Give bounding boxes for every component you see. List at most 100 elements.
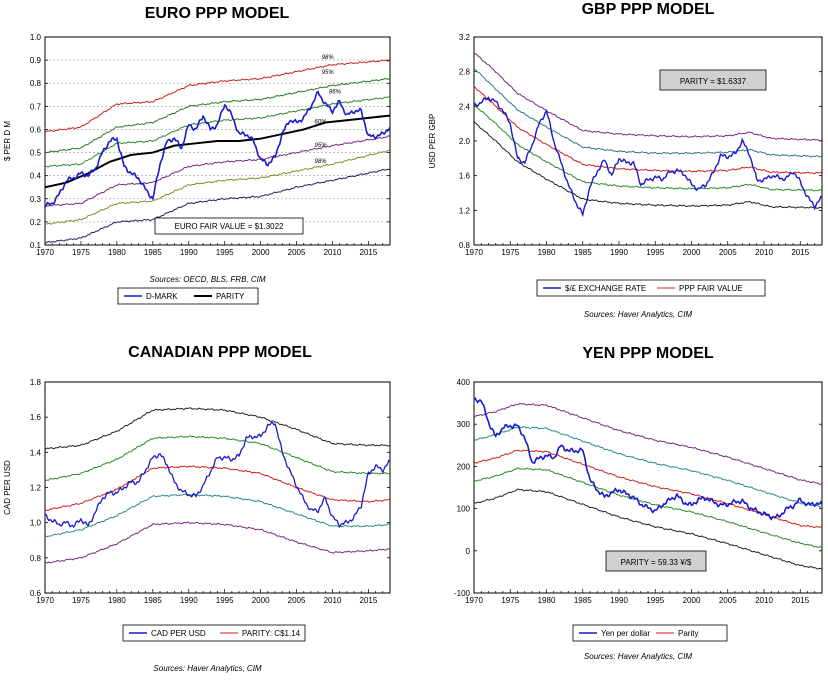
chart-title: GBP PPP MODEL <box>582 1 715 18</box>
x-tick-label: 1970 <box>36 248 54 257</box>
annotation-box <box>154 217 304 235</box>
y-tick-label: 0.8 <box>30 79 42 88</box>
chart-title: EURO PPP MODEL <box>145 5 290 22</box>
band-line <box>45 465 390 512</box>
x-tick-label: 1985 <box>574 596 592 605</box>
x-tick-label: 1990 <box>180 248 198 257</box>
x-tick-label: 1995 <box>646 248 664 257</box>
x-tick-label: 1985 <box>574 248 592 257</box>
band-line <box>474 52 822 142</box>
x-tick-label: 2010 <box>324 596 342 605</box>
x-tick-label: 2000 <box>683 248 701 257</box>
x-tick-label: 1975 <box>501 596 519 605</box>
band-line <box>45 77 390 154</box>
band-line <box>45 149 390 225</box>
band-percentile-label: 60% <box>315 120 328 126</box>
y-tick-label: 0.8 <box>30 554 42 563</box>
plot-lines <box>474 397 822 570</box>
y-tick-label: 2.4 <box>459 102 471 111</box>
x-tick-label: 2005 <box>288 596 306 605</box>
band-percentile-label: 98% <box>322 55 335 61</box>
y-tick-label: 0.4 <box>30 172 42 181</box>
x-tick-label: 1995 <box>646 596 664 605</box>
x-tick-label: 2015 <box>791 248 809 257</box>
plot-lines <box>45 59 390 244</box>
x-tick-label: 1980 <box>538 248 556 257</box>
y-tick-label: 0.3 <box>30 195 42 204</box>
chart-title: YEN PPP MODEL <box>582 345 714 362</box>
legend-box <box>117 287 259 305</box>
y-tick-label: 300 <box>457 420 471 429</box>
band-percentile-label: 86% <box>329 90 342 96</box>
y-tick-label: 0.7 <box>30 102 42 111</box>
annotation-box <box>659 69 767 91</box>
x-tick-label: 1970 <box>36 596 54 605</box>
band-percentile-label: 95% <box>322 70 335 76</box>
x-tick-label: 2000 <box>683 596 701 605</box>
legend-label: PARITY: C$1.14 <box>242 629 301 638</box>
y-tick-label: 1.0 <box>30 33 42 42</box>
band-line <box>474 488 822 570</box>
source-note: Sources: Haver Analytics, CIM <box>153 664 262 673</box>
band-line <box>45 168 390 244</box>
x-tick-label: 2000 <box>252 596 270 605</box>
legend-label: Parity <box>678 629 698 638</box>
band-line <box>474 426 822 508</box>
y-tick-label: 1.4 <box>30 448 42 457</box>
source-note: Sources: OECD, BLS, FRB, CIM <box>149 275 265 284</box>
x-tick-label: 1990 <box>610 596 628 605</box>
legend-label: $/£ EXCHANGE RATE <box>565 284 646 293</box>
y-tick-label: 0.9 <box>30 56 42 65</box>
y-tick-label: 0.2 <box>30 218 42 227</box>
x-tick-label: 1980 <box>108 596 126 605</box>
y-axis-label: $ PER D M <box>3 121 12 161</box>
y-tick-label: 100 <box>457 505 471 514</box>
y-tick-label: 0.5 <box>30 149 42 158</box>
y-tick-label: 2.8 <box>459 68 471 77</box>
x-tick-label: 2005 <box>288 248 306 257</box>
x-tick-label: 1975 <box>72 596 90 605</box>
band-line <box>474 68 822 158</box>
x-tick-label: 1985 <box>144 596 162 605</box>
source-note: Sources: Haver Analytics, CIM <box>584 310 693 319</box>
y-tick-label: 0 <box>466 547 471 556</box>
y-tick-label: 0.6 <box>30 589 42 598</box>
band-line <box>474 103 822 192</box>
x-tick-label: 2010 <box>324 248 342 257</box>
series-line <box>474 96 822 218</box>
band-line <box>45 493 390 538</box>
y-axis-label: USD PER GBP <box>428 114 437 169</box>
annotation-box <box>605 550 707 572</box>
plot-area <box>473 36 823 246</box>
annotation-text: PARITY = 59.33 ¥/$ <box>621 558 692 567</box>
y-tick-label: -100 <box>454 589 471 598</box>
band-line <box>45 59 390 133</box>
legend-label: PARITY <box>216 292 245 301</box>
band-percentile-label: 95% <box>315 143 328 149</box>
band-line <box>474 402 822 485</box>
x-tick-label: 2015 <box>791 596 809 605</box>
plot-lines <box>45 407 390 564</box>
band-line <box>474 467 822 549</box>
legend-label: D-MARK <box>146 292 178 301</box>
legend-box <box>536 279 766 297</box>
x-tick-label: 2005 <box>719 248 737 257</box>
band-percentile-label: 98% <box>315 159 328 165</box>
x-tick-label: 1975 <box>72 248 90 257</box>
legend-label: PPP FAIR VALUE <box>679 284 743 293</box>
legend-label: Yen per dollar <box>601 629 650 638</box>
band-line <box>45 135 390 207</box>
y-tick-label: 3.2 <box>459 33 471 42</box>
legend-label: CAD PER USD <box>151 629 206 638</box>
x-tick-label: 1995 <box>216 596 234 605</box>
band-line <box>45 435 390 482</box>
y-tick-label: 1.2 <box>30 484 42 493</box>
chart-euro: EURO PPP MODEL 0.1 0.2 0.3 0.4 0.5 0.6 0.7 0.8 0.… <box>3 5 391 305</box>
y-tick-label: 1.6 <box>30 413 42 422</box>
y-tick-label: 1.0 <box>30 519 42 528</box>
chart-title: CANADIAN PPP MODEL <box>128 344 312 361</box>
x-tick-label: 1975 <box>501 248 519 257</box>
series-line <box>45 114 390 189</box>
band-line <box>474 85 822 175</box>
series-line <box>45 90 390 208</box>
